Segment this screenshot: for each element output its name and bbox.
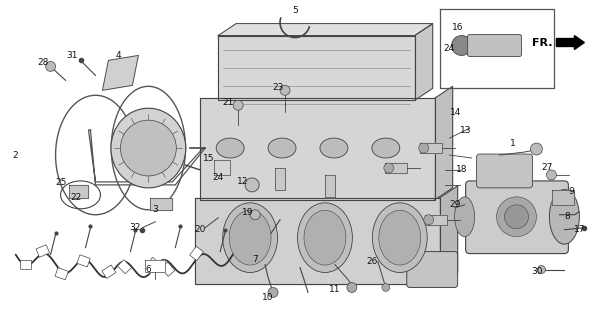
Text: 6: 6 (146, 265, 151, 274)
Circle shape (233, 100, 243, 110)
Text: 23: 23 (272, 83, 284, 92)
Text: 4: 4 (115, 51, 121, 60)
Bar (77, 255, 90, 267)
Circle shape (496, 197, 536, 237)
Text: 1: 1 (510, 139, 515, 148)
Circle shape (250, 210, 260, 220)
Text: 7: 7 (252, 255, 258, 264)
Bar (21, 260, 31, 269)
Circle shape (245, 178, 259, 192)
Text: 16: 16 (452, 23, 463, 32)
Circle shape (504, 205, 528, 229)
Bar (102, 265, 116, 278)
FancyBboxPatch shape (466, 181, 568, 253)
Polygon shape (553, 190, 574, 205)
Polygon shape (218, 24, 432, 36)
Polygon shape (325, 175, 335, 197)
Text: 21: 21 (222, 98, 234, 107)
Ellipse shape (223, 203, 278, 273)
Circle shape (45, 61, 56, 71)
Circle shape (130, 130, 166, 166)
Polygon shape (68, 185, 89, 198)
Circle shape (268, 287, 278, 297)
Text: 18: 18 (456, 165, 467, 174)
Polygon shape (201, 98, 435, 200)
Text: 5: 5 (292, 6, 298, 15)
Circle shape (138, 138, 158, 158)
Text: 27: 27 (542, 164, 553, 172)
Circle shape (384, 163, 394, 173)
Ellipse shape (550, 189, 579, 244)
FancyArrow shape (556, 36, 584, 50)
Circle shape (547, 170, 556, 180)
Ellipse shape (229, 210, 271, 265)
Polygon shape (415, 24, 432, 100)
Text: 30: 30 (532, 267, 543, 276)
Ellipse shape (372, 138, 400, 158)
Text: 32: 32 (130, 223, 141, 232)
Polygon shape (218, 36, 415, 100)
Ellipse shape (216, 138, 244, 158)
Text: 11: 11 (329, 285, 341, 294)
Bar (55, 268, 68, 280)
Bar (190, 246, 204, 260)
Text: 26: 26 (366, 257, 378, 266)
Circle shape (452, 36, 472, 55)
Bar (161, 262, 175, 276)
Circle shape (419, 143, 429, 153)
Polygon shape (420, 143, 442, 153)
Text: 17: 17 (574, 225, 585, 234)
Polygon shape (275, 168, 285, 190)
Ellipse shape (268, 138, 296, 158)
Bar (117, 260, 132, 274)
Polygon shape (195, 198, 440, 284)
Text: 31: 31 (67, 51, 79, 60)
Text: 10: 10 (262, 293, 274, 302)
Polygon shape (146, 260, 165, 271)
Polygon shape (425, 215, 447, 225)
Polygon shape (150, 198, 172, 210)
Text: 2: 2 (13, 150, 19, 160)
Text: 9: 9 (568, 188, 574, 196)
FancyBboxPatch shape (467, 35, 521, 56)
Text: 24: 24 (213, 173, 224, 182)
Text: 29: 29 (449, 200, 460, 209)
Ellipse shape (298, 203, 352, 273)
Ellipse shape (372, 203, 427, 273)
Polygon shape (435, 86, 452, 200)
FancyBboxPatch shape (406, 252, 458, 287)
Text: 24: 24 (443, 44, 454, 53)
Circle shape (347, 283, 357, 292)
Text: 8: 8 (565, 212, 570, 221)
Circle shape (382, 284, 390, 292)
Text: 15: 15 (202, 154, 214, 163)
FancyBboxPatch shape (477, 154, 533, 188)
Circle shape (120, 120, 176, 176)
Text: 14: 14 (450, 108, 461, 117)
Polygon shape (440, 186, 458, 284)
Text: 12: 12 (237, 177, 249, 187)
Bar (146, 257, 159, 271)
Ellipse shape (455, 197, 475, 237)
Text: 3: 3 (152, 205, 158, 214)
Text: 13: 13 (460, 126, 471, 135)
Bar (36, 245, 50, 257)
Polygon shape (103, 55, 138, 90)
Text: 19: 19 (242, 208, 254, 217)
Ellipse shape (320, 138, 348, 158)
Ellipse shape (111, 108, 186, 188)
Circle shape (280, 85, 290, 95)
Text: FR.: FR. (532, 37, 553, 47)
Polygon shape (385, 163, 406, 173)
Circle shape (530, 143, 542, 155)
Circle shape (538, 266, 545, 274)
Circle shape (424, 215, 434, 225)
Text: 22: 22 (70, 193, 81, 202)
Ellipse shape (304, 210, 346, 265)
Text: 20: 20 (194, 225, 206, 234)
Ellipse shape (379, 210, 421, 265)
Text: 28: 28 (37, 58, 48, 67)
Text: 25: 25 (55, 179, 66, 188)
